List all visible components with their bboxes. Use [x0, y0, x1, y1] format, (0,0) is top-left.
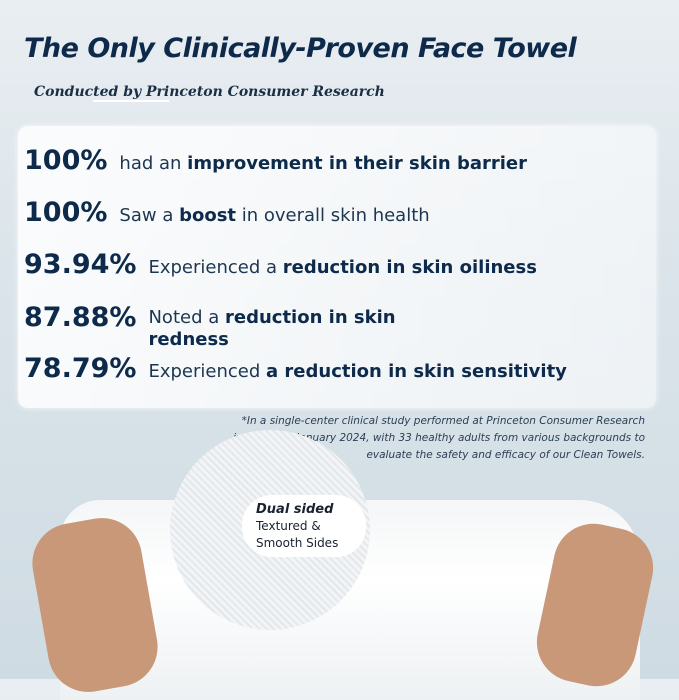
stat-text: in overall skin health — [236, 205, 430, 226]
stat-text: Experienced — [148, 361, 266, 382]
divider — [93, 100, 169, 102]
badge-text: Smooth Sides — [256, 536, 339, 550]
footnote: *In a single-center clinical study perfo… — [233, 415, 645, 461]
stat-row: 87.88% Noted a reduction in skin redness — [24, 302, 396, 351]
stat-emphasis: a reduction in skin sensitivity — [266, 361, 567, 382]
stats-card — [18, 126, 656, 408]
stat-row: 78.79% Experienced a reduction in skin s… — [24, 353, 567, 384]
dual-sided-badge: Dual sided Textured & Smooth Sides — [242, 495, 366, 557]
stat-row: 100% had an improvement in their skin ba… — [24, 145, 527, 176]
stat-row: 100% Saw a boost in overall skin health — [24, 197, 430, 228]
stat-emphasis: redness — [148, 329, 229, 350]
stat-value: 87.88% — [24, 302, 137, 333]
stat-text: had an — [119, 153, 188, 174]
stat-value: 100% — [24, 145, 108, 176]
page-title: The Only Clinically-Proven Face Towel — [24, 33, 577, 64]
stat-emphasis: improvement in their skin barrier — [187, 153, 527, 174]
stat-emphasis: reduction in skin oiliness — [282, 257, 537, 278]
stat-value: 93.94% — [24, 249, 137, 280]
badge-text: Textured & — [256, 519, 321, 533]
stat-text: Noted a — [148, 307, 225, 328]
stat-value: 100% — [24, 197, 108, 228]
stat-emphasis: reduction in skin — [224, 307, 396, 328]
subtitle: Conducted by Princeton Consumer Research — [34, 84, 385, 100]
stat-emphasis: boost — [179, 205, 237, 226]
stat-text: Saw a — [119, 205, 180, 226]
badge-title: Dual sided — [256, 502, 334, 517]
stat-text: Experienced a — [148, 257, 283, 278]
stat-row: 93.94% Experienced a reduction in skin o… — [24, 249, 537, 280]
stat-value: 78.79% — [24, 353, 137, 384]
